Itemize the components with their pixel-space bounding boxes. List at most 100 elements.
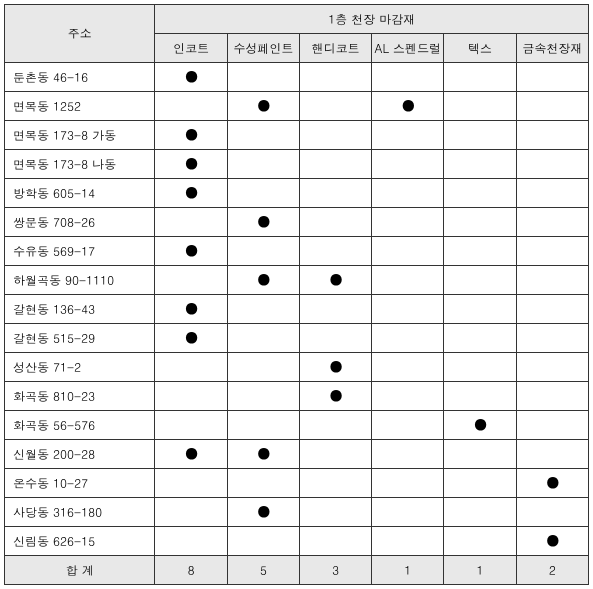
mark-cell (227, 237, 299, 266)
dot-icon: ● (257, 95, 270, 115)
table-row: 방학동 605-14● (5, 179, 589, 208)
addr-cell: 하월곡동 90-1110 (5, 266, 155, 295)
mark-cell (299, 92, 371, 121)
addr-cell: 화곡동 810-23 (5, 382, 155, 411)
header-col-3: AL 스펜드럴 (372, 34, 444, 63)
mark-cell (299, 63, 371, 92)
mark-cell (444, 208, 516, 237)
table-row: 하월곡동 90-1110 ● ● (5, 266, 589, 295)
mark-cell (444, 179, 516, 208)
mark-cell (516, 353, 588, 382)
table-row: 갈현동 136-43● (5, 295, 589, 324)
mark-cell (516, 440, 588, 469)
mark-cell: ● (155, 295, 227, 324)
mark-cell: ● (155, 150, 227, 179)
addr-cell: 면목동 1252 (5, 92, 155, 121)
table-row: 면목동 173-8 나동 ● (5, 150, 589, 179)
dot-icon: ● (185, 153, 198, 173)
mark-cell (155, 208, 227, 237)
mark-cell (516, 498, 588, 527)
mark-cell (372, 179, 444, 208)
header-col-0: 인코트 (155, 34, 227, 63)
mark-cell (372, 237, 444, 266)
mark-cell (227, 527, 299, 556)
dot-icon: ● (185, 443, 198, 463)
mark-cell (299, 179, 371, 208)
header-col-5: 금속천장재 (516, 34, 588, 63)
mark-cell: ● (155, 63, 227, 92)
mark-cell (299, 295, 371, 324)
dot-icon: ● (257, 269, 270, 289)
table-row: 둔촌동 46-16 ● (5, 63, 589, 92)
table-row: 수유동 569-17● (5, 237, 589, 266)
dot-icon: ● (546, 530, 559, 550)
total-value: 1 (444, 556, 516, 585)
dot-icon: ● (257, 501, 270, 521)
mark-cell (299, 440, 371, 469)
ceiling-material-table: 주소 1층 천장 마감재 인코트 수성페인트 핸디코트 AL 스펜드럴 텍스 금… (4, 4, 589, 585)
mark-cell (299, 469, 371, 498)
total-value: 2 (516, 556, 588, 585)
mark-cell: ● (516, 527, 588, 556)
table-row: 사당동 316-180● (5, 498, 589, 527)
addr-cell: 쌍문동 708-26 (5, 208, 155, 237)
addr-cell: 둔촌동 46-16 (5, 63, 155, 92)
mark-cell: ● (299, 353, 371, 382)
mark-cell (372, 440, 444, 469)
mark-cell (372, 121, 444, 150)
mark-cell (299, 411, 371, 440)
mark-cell (227, 324, 299, 353)
mark-cell (444, 440, 516, 469)
addr-cell: 갈현동 136-43 (5, 295, 155, 324)
mark-cell (516, 63, 588, 92)
dot-icon: ● (185, 240, 198, 260)
table-row: 면목동 173-8 가동 ● (5, 121, 589, 150)
table-row: 신월동 200-28●● (5, 440, 589, 469)
mark-cell (227, 179, 299, 208)
mark-cell (444, 121, 516, 150)
mark-cell (372, 527, 444, 556)
mark-cell (444, 237, 516, 266)
table-row: 온수동 10-27● (5, 469, 589, 498)
header-col-2: 핸디코트 (299, 34, 371, 63)
dot-icon: ● (185, 66, 198, 86)
mark-cell (516, 266, 588, 295)
mark-cell (227, 469, 299, 498)
mark-cell (444, 295, 516, 324)
mark-cell (299, 208, 371, 237)
mark-cell (227, 63, 299, 92)
mark-cell: ● (444, 411, 516, 440)
dot-icon: ● (185, 182, 198, 202)
mark-cell (444, 63, 516, 92)
table-row: 갈현동 515-29● (5, 324, 589, 353)
addr-cell: 갈현동 515-29 (5, 324, 155, 353)
table-row: 면목동 1252●● (5, 92, 589, 121)
mark-cell (155, 92, 227, 121)
dot-icon: ● (329, 385, 342, 405)
addr-cell: 온수동 10-27 (5, 469, 155, 498)
mark-cell (516, 382, 588, 411)
mark-cell (155, 527, 227, 556)
total-value: 8 (155, 556, 227, 585)
mark-cell (155, 266, 227, 295)
dot-icon: ● (185, 124, 198, 144)
addr-cell: 신월동 200-28 (5, 440, 155, 469)
mark-cell: ● (155, 179, 227, 208)
mark-cell (516, 208, 588, 237)
addr-cell: 면목동 173-8 나동 (5, 150, 155, 179)
mark-cell: ● (227, 266, 299, 295)
mark-cell (444, 150, 516, 179)
mark-cell (299, 527, 371, 556)
mark-cell (227, 382, 299, 411)
mark-cell (516, 237, 588, 266)
mark-cell (372, 295, 444, 324)
header-col-1: 수성페인트 (227, 34, 299, 63)
mark-cell (372, 411, 444, 440)
mark-cell (299, 121, 371, 150)
table-row: 쌍문동 708-26● (5, 208, 589, 237)
mark-cell (516, 179, 588, 208)
mark-cell: ● (155, 237, 227, 266)
dot-icon: ● (329, 269, 342, 289)
addr-cell: 면목동 173-8 가동 (5, 121, 155, 150)
table-row: 성산동 71-2● (5, 353, 589, 382)
